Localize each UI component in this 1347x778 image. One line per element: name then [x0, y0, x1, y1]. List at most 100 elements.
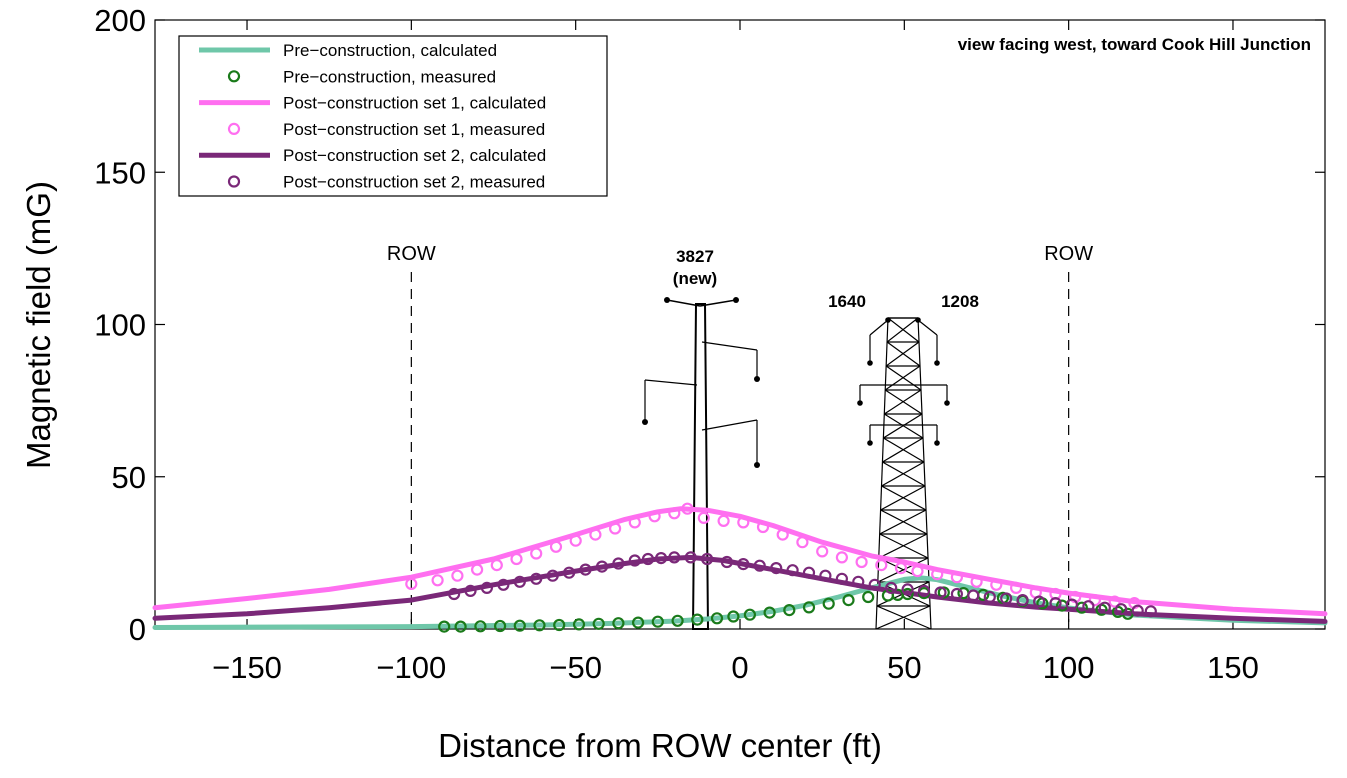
y-axis-title: Magnetic field (mG): [20, 181, 57, 469]
legend-entry: Pre−construction, measured: [283, 67, 496, 86]
data-point: [783, 603, 796, 617]
y-tick-label: 150: [94, 155, 146, 190]
data-point: [756, 520, 770, 534]
data-point: [717, 514, 730, 528]
pole-number-label: 3827: [676, 247, 714, 266]
data-point: [885, 581, 898, 595]
data-point: [579, 563, 592, 576]
data-point: [510, 552, 523, 566]
data-point: [1032, 595, 1046, 608]
data-point: [530, 547, 543, 560]
tower-left-circuit-label: 1640: [828, 292, 866, 311]
view-annotation: view facing west, toward Cook Hill Junct…: [958, 35, 1311, 54]
data-point: [1009, 581, 1023, 595]
y-tick-label: 50: [112, 460, 146, 495]
legend-entry: Post−construction set 1, calculated: [283, 94, 546, 113]
data-point: [471, 563, 484, 576]
x-tick-label: 0: [731, 650, 748, 685]
data-point: [901, 583, 914, 596]
x-tick-label: 150: [1207, 650, 1259, 685]
data-point: [852, 575, 865, 588]
data-point: [405, 577, 418, 591]
data-point: [855, 555, 868, 569]
data-point: [654, 551, 668, 565]
data-point: [628, 516, 641, 529]
row-label: ROW: [1044, 243, 1093, 265]
data-point: [474, 620, 487, 633]
data-point: [595, 560, 609, 573]
data-point: [1082, 600, 1095, 613]
data-point: [983, 590, 996, 604]
data-point: [490, 558, 503, 572]
y-tick-label: 100: [94, 308, 146, 343]
data-point: [894, 561, 908, 575]
legend-entry: Pre−construction, calculated: [283, 41, 497, 60]
data-point: [612, 617, 625, 630]
data-point: [743, 608, 757, 621]
data-point: [835, 572, 849, 585]
measured-points: [405, 502, 1157, 633]
data-point: [569, 534, 582, 547]
legend: Pre−construction, calculated Pre−construc…: [178, 35, 608, 197]
data-point: [631, 616, 645, 629]
legend-marker-swatch: [227, 70, 241, 83]
data-point: [1065, 598, 1079, 611]
data-point: [816, 545, 829, 558]
data-point: [1000, 592, 1013, 605]
data-point: [589, 528, 602, 541]
data-point: [990, 578, 1003, 591]
data-point: [1016, 593, 1029, 607]
data-point: [727, 610, 740, 623]
legend-entry: Post−construction set 2, measured: [283, 173, 545, 192]
data-point: [875, 558, 888, 572]
pole-new-label: (new): [673, 269, 717, 288]
data-point: [464, 584, 477, 598]
y-tick-label: 200: [94, 3, 146, 38]
data-point: [802, 601, 816, 614]
data-point: [835, 551, 849, 564]
legend-marker-swatch: [227, 175, 241, 188]
data-point: [612, 557, 625, 570]
data-point: [572, 618, 586, 631]
row-label: ROW: [387, 243, 436, 265]
data-point: [868, 578, 881, 591]
data-point: [753, 559, 766, 572]
x-tick-label: −100: [376, 650, 446, 685]
data-point: [549, 540, 563, 553]
data-point: [668, 551, 681, 564]
data-point: [513, 575, 526, 588]
data-point: [592, 617, 605, 630]
x-tick-label: −50: [549, 650, 602, 685]
data-point: [681, 502, 694, 515]
data-point: [842, 593, 855, 607]
data-point: [480, 581, 493, 595]
pole-3827-drawing: [642, 297, 760, 630]
x-tick-label: −150: [212, 650, 282, 685]
data-point: [1049, 596, 1062, 610]
data-point: [776, 528, 789, 541]
data-point: [720, 555, 734, 569]
data-point: [668, 507, 681, 520]
data-point: [819, 569, 832, 582]
data-point: [934, 586, 947, 599]
data-point: [786, 564, 799, 577]
data-point: [697, 511, 710, 525]
x-tick-label: 100: [1043, 650, 1095, 685]
data-point: [737, 516, 750, 529]
data-point: [950, 571, 964, 584]
data-point: [530, 572, 543, 585]
data-point: [438, 620, 451, 633]
data-point: [648, 510, 661, 523]
legend-entry: Post−construction set 1, measured: [283, 120, 545, 139]
data-point: [763, 606, 776, 619]
legend-marker-swatch: [227, 122, 241, 135]
data-point: [562, 566, 576, 579]
data-point: [533, 619, 546, 632]
data-point: [553, 618, 566, 632]
data-point: [901, 587, 914, 601]
data-point: [862, 590, 875, 604]
tower-right-circuit-label: 1208: [941, 292, 979, 311]
legend-box: [178, 35, 608, 197]
data-point: [931, 568, 944, 581]
